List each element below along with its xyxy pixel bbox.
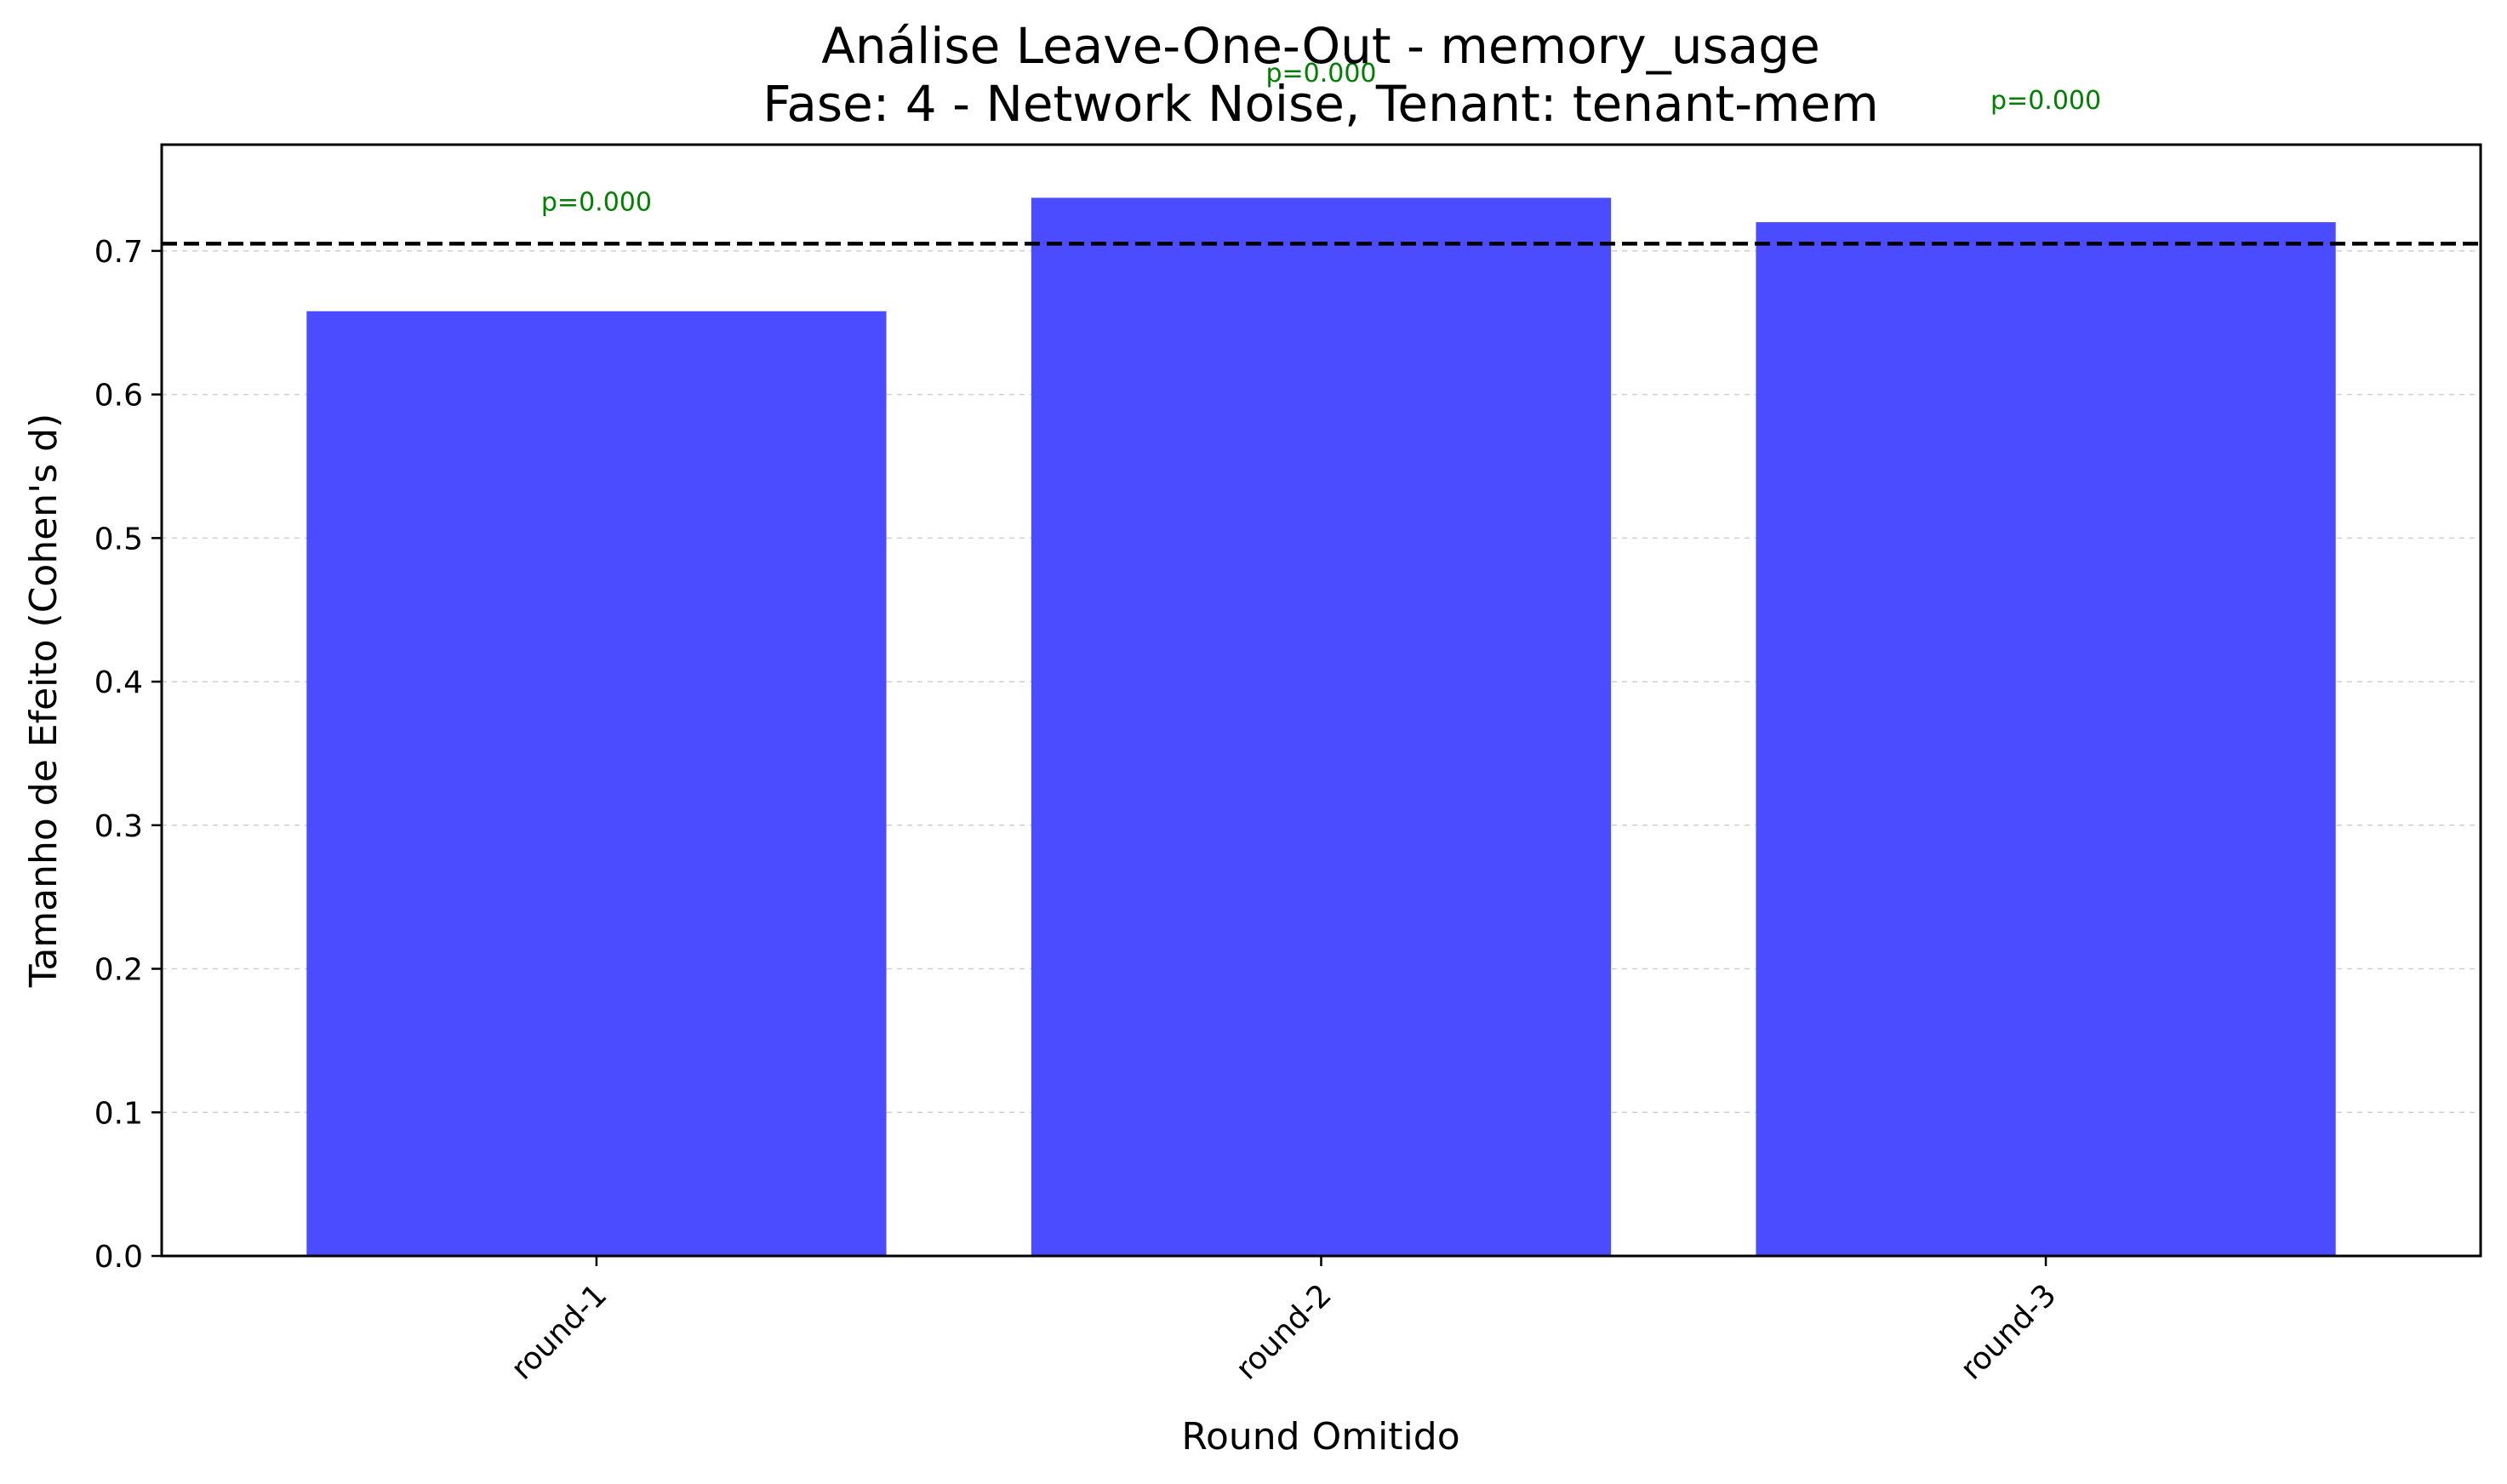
bars-layer [306,197,2336,1257]
chart-title: Análise Leave-One-Out - memory_usage [821,17,1820,75]
y-tick-label: 0.2 [94,953,143,988]
bar-round-1 [306,311,887,1257]
bar-round-3 [1756,222,2336,1257]
x-axis-label: Round Omitido [1181,1415,1459,1458]
chart-subtitle: Fase: 4 - Network Noise, Tenant: tenant-… [762,75,1878,133]
annotation-layer: p=0.000 p=0.000 p=0.000 [541,59,2101,218]
y-tick-label: 0.7 [94,235,143,270]
y-tick-label: 0.5 [94,522,143,556]
p-value-label: p=0.000 [1265,59,1376,88]
y-tick-label: 0.0 [94,1240,143,1275]
y-tick-label: 0.6 [94,379,143,414]
bar-round-2 [1031,197,1612,1256]
y-tick-label: 0.4 [94,665,143,700]
p-value-label: p=0.000 [541,188,652,218]
y-tick-label: 0.3 [94,809,143,844]
y-tick-label: 0.1 [94,1096,143,1131]
y-axis-label: Tamanho de Efeito (Cohen's d) [22,414,66,989]
p-value-label: p=0.000 [1990,86,2101,116]
